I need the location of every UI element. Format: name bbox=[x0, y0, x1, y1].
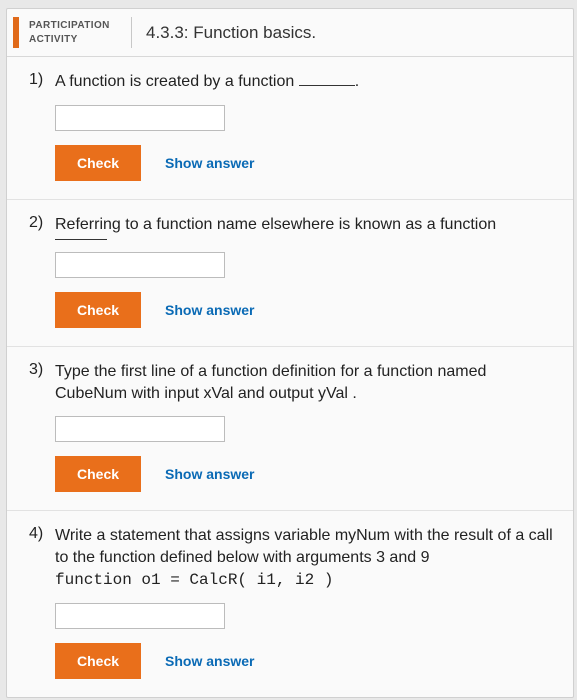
show-answer-link[interactable]: Show answer bbox=[165, 653, 254, 669]
question-block-2: 2) Referring to a function name elsewher… bbox=[7, 200, 573, 348]
question-number: 1) bbox=[29, 71, 49, 89]
check-button[interactable]: Check bbox=[55, 643, 141, 679]
question-number: 4) bbox=[29, 525, 49, 543]
show-answer-link[interactable]: Show answer bbox=[165, 302, 254, 318]
check-button[interactable]: Check bbox=[55, 456, 141, 492]
activity-title: 4.3.3: Function basics. bbox=[146, 23, 316, 43]
question-number: 3) bbox=[29, 361, 49, 379]
answer-input[interactable] bbox=[55, 252, 225, 278]
fill-blank bbox=[55, 239, 107, 240]
activity-header: PARTICIPATION ACTIVITY 4.3.3: Function b… bbox=[7, 9, 573, 57]
answer-input[interactable] bbox=[55, 603, 225, 629]
show-answer-link[interactable]: Show answer bbox=[165, 155, 254, 171]
answer-input[interactable] bbox=[55, 416, 225, 442]
question-text: Referring to a function name elsewhere i… bbox=[55, 214, 496, 236]
check-button[interactable]: Check bbox=[55, 292, 141, 328]
question-block-3: 3) Type the first line of a function def… bbox=[7, 347, 573, 511]
header-divider bbox=[131, 17, 132, 48]
question-block-4: 4) Write a statement that assigns variab… bbox=[7, 511, 573, 697]
answer-input[interactable] bbox=[55, 105, 225, 131]
check-button[interactable]: Check bbox=[55, 145, 141, 181]
question-number: 2) bbox=[29, 214, 49, 232]
activity-label-line2: ACTIVITY bbox=[29, 33, 127, 47]
question-block-1: 1) A function is created by a function .… bbox=[7, 57, 573, 200]
fill-blank bbox=[299, 72, 355, 86]
question-text: Write a statement that assigns variable … bbox=[55, 525, 557, 591]
question-text: Type the first line of a function defini… bbox=[55, 361, 557, 404]
accent-bar bbox=[13, 17, 19, 48]
code-snippet: function o1 = CalcR( i1, i2 ) bbox=[55, 571, 333, 589]
question-text: A function is created by a function . bbox=[55, 71, 359, 93]
activity-type-label: PARTICIPATION ACTIVITY bbox=[29, 15, 127, 50]
show-answer-link[interactable]: Show answer bbox=[165, 466, 254, 482]
activity-card: PARTICIPATION ACTIVITY 4.3.3: Function b… bbox=[6, 8, 574, 698]
activity-label-line1: PARTICIPATION bbox=[29, 19, 127, 33]
